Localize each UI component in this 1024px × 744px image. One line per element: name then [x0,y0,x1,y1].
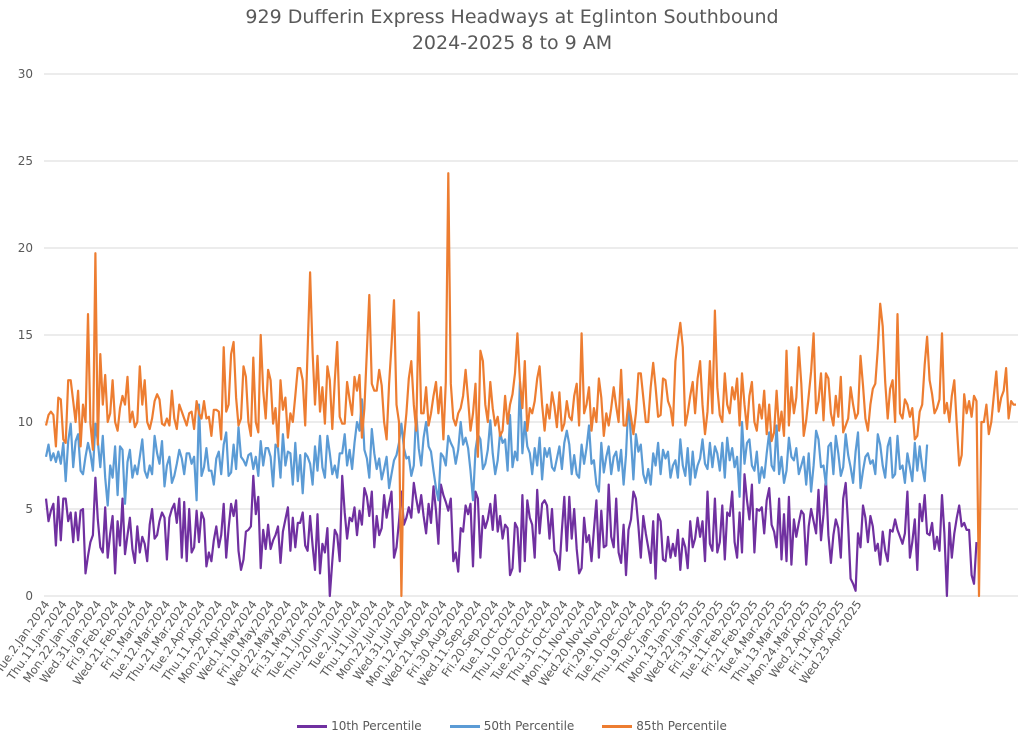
y-tick-label: 25 [18,154,33,168]
legend-swatch-85th [602,724,633,728]
legend-label-10th: 10th Percentile [331,719,422,733]
chart-title: 929 Dufferin Express Headways at Eglinto… [245,6,779,28]
gridlines [44,73,1018,597]
y-tick-label: 10 [18,415,33,429]
y-tick-label: 0 [25,589,33,603]
legend-swatch-50th [449,724,480,728]
legend-swatch-10th [297,724,328,728]
series-lines [44,172,1016,598]
series-line-50th-percentile [44,380,929,507]
legend-label-85th: 85th Percentile [636,719,727,733]
y-tick-label: 5 [25,502,33,516]
legend-item-85th: 85th Percentile [602,719,727,733]
legend-item-10th: 10th Percentile [297,719,422,733]
series-line-10th-percentile [44,473,978,598]
y-axis-ticks: 0 5 10 15 20 25 30 [18,67,33,603]
series-line-85th-percentile [44,172,1016,598]
legend: 10th Percentile 50th Percentile 85th Per… [0,719,1024,733]
y-tick-label: 15 [18,328,33,342]
chart-subtitle: 2024-2025 8 to 9 AM [411,32,613,54]
legend-item-50th: 50th Percentile [449,719,575,733]
y-tick-label: 30 [18,67,33,81]
y-tick-label: 20 [18,241,33,255]
legend-label-50th: 50th Percentile [483,719,575,733]
x-axis-ticks: Tue.2.Jan.2024Thu.11.Jan.2024Mon.22.Jan.… [0,598,864,690]
